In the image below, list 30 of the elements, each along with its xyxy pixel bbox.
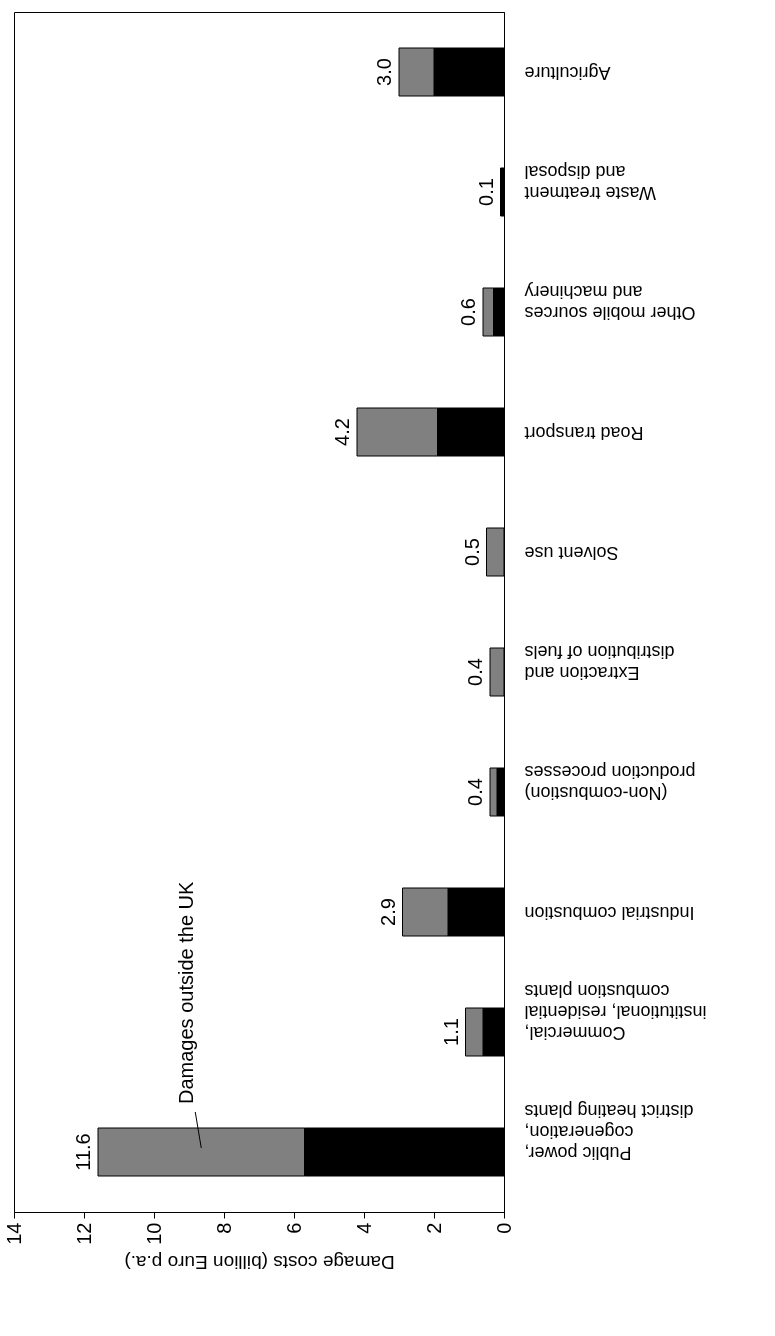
total-label: 0.5 <box>460 538 483 566</box>
annotation: Damages outside the UK <box>175 881 198 1104</box>
total-label: 0.4 <box>464 658 486 686</box>
total-label: 3.0 <box>373 58 395 86</box>
y-tick-label: (Non-combustion) production processes <box>524 762 696 803</box>
y-tick-label: Extraction and distribution of fuels <box>524 642 675 683</box>
x-tick-label: 14 <box>2 1222 25 1245</box>
x-tick-label: 4 <box>352 1222 375 1234</box>
total-label: 0.1 <box>474 178 497 206</box>
y-tick-label: Solvent use <box>524 543 619 563</box>
x-axis-title: Damage costs (billion Euro p.a.) <box>124 1251 395 1273</box>
y-tick-label: Commercial, institutional, residential combustion plants <box>524 981 707 1043</box>
x-tick-label: 2 <box>422 1222 445 1234</box>
total-label: 1.1 <box>439 1018 462 1046</box>
total-label: 11.6 <box>72 1133 94 1171</box>
x-tick-label: 10 <box>142 1222 165 1245</box>
x-tick-label: 8 <box>212 1222 235 1234</box>
y-tick-label: Public power, cogeneration, district heating plants <box>524 1101 694 1163</box>
x-tick-label: 12 <box>72 1222 95 1245</box>
y-tick-label: Agriculture <box>524 63 611 83</box>
y-tick-label: Other mobile sources and machinery <box>524 282 696 323</box>
y-tick-label: Road transport <box>524 423 644 443</box>
total-label: 4.2 <box>331 418 353 446</box>
x-tick-label: 0 <box>492 1222 515 1234</box>
total-label: 0.6 <box>457 298 479 326</box>
total-label: 0.4 <box>464 778 486 806</box>
y-tick-label: Industrial combustion <box>524 903 695 923</box>
y-tick-label: Waste treatment and disposal <box>524 162 656 203</box>
total-label: 2.9 <box>376 898 399 926</box>
x-tick-label: 6 <box>282 1222 305 1234</box>
